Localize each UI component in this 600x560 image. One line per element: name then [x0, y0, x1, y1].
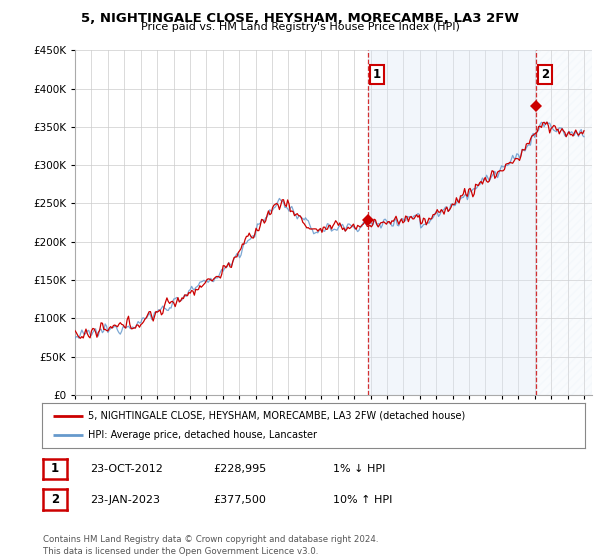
Text: 1: 1	[373, 68, 380, 81]
Text: 1% ↓ HPI: 1% ↓ HPI	[333, 464, 385, 474]
Text: Contains HM Land Registry data © Crown copyright and database right 2024.
This d: Contains HM Land Registry data © Crown c…	[43, 535, 379, 556]
Text: 5, NIGHTINGALE CLOSE, HEYSHAM, MORECAMBE, LA3 2FW: 5, NIGHTINGALE CLOSE, HEYSHAM, MORECAMBE…	[81, 12, 519, 25]
Bar	[368, 50, 536, 395]
Text: £377,500: £377,500	[213, 494, 266, 505]
Text: Price paid vs. HM Land Registry's House Price Index (HPI): Price paid vs. HM Land Registry's House …	[140, 22, 460, 32]
Text: 23-OCT-2012: 23-OCT-2012	[90, 464, 163, 474]
Text: 23-JAN-2023: 23-JAN-2023	[90, 494, 160, 505]
Text: 10% ↑ HPI: 10% ↑ HPI	[333, 494, 392, 505]
Text: 2: 2	[541, 68, 549, 81]
Text: 2: 2	[51, 493, 59, 506]
Text: 1: 1	[51, 462, 59, 475]
Bar	[536, 50, 592, 395]
Text: £228,995: £228,995	[213, 464, 266, 474]
Text: HPI: Average price, detached house, Lancaster: HPI: Average price, detached house, Lanc…	[88, 431, 317, 441]
Text: 5, NIGHTINGALE CLOSE, HEYSHAM, MORECAMBE, LA3 2FW (detached house): 5, NIGHTINGALE CLOSE, HEYSHAM, MORECAMBE…	[88, 410, 466, 421]
